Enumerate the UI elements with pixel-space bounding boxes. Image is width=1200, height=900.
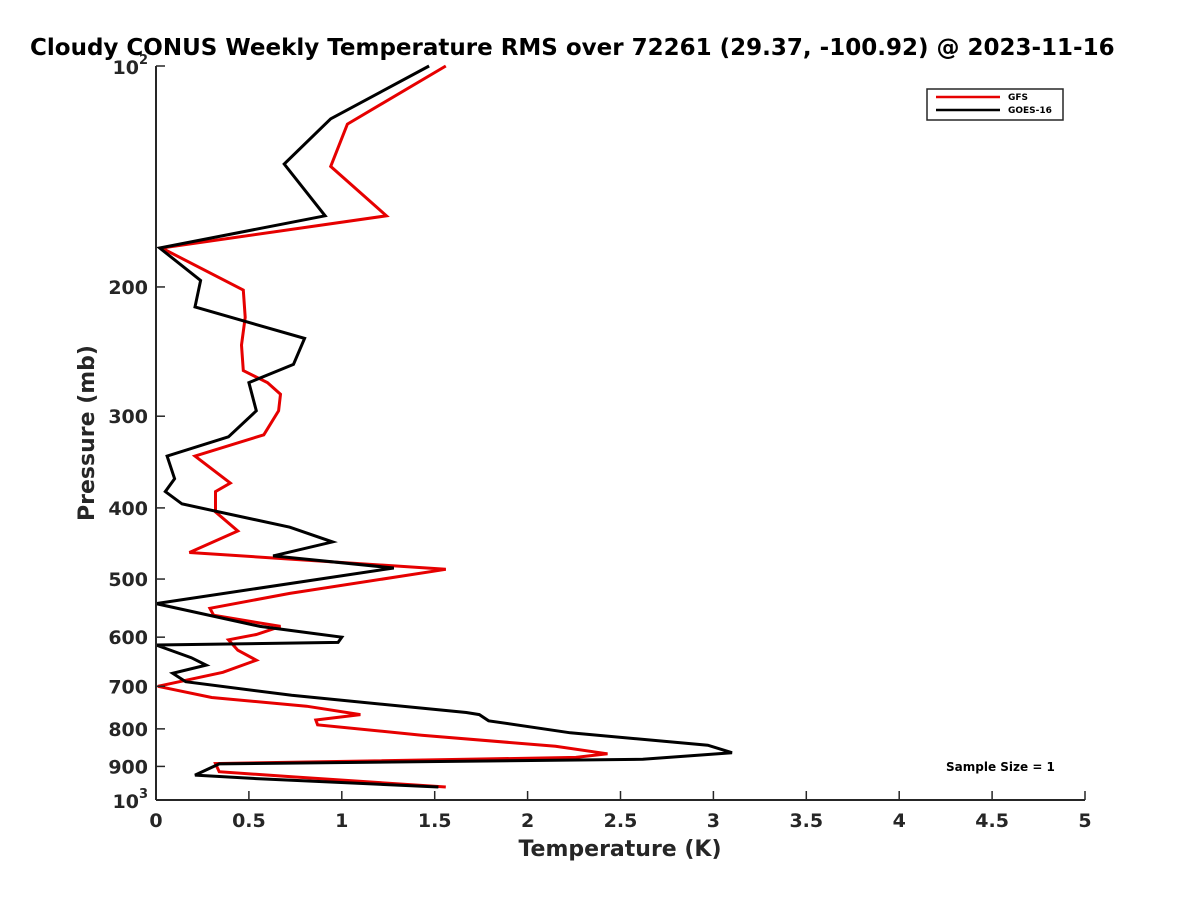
y-tick-label: 800	[108, 719, 148, 741]
legend: GFS GOES-16	[926, 88, 1064, 121]
y-tick-label: 102	[113, 53, 149, 79]
y-tick-label: 300	[108, 406, 148, 428]
legend-label-0: GFS	[1008, 93, 1028, 103]
x-tick-label: 2	[521, 810, 534, 832]
y-axis-label: Pressure (mb)	[75, 345, 100, 521]
x-tick-label: 4	[893, 810, 906, 832]
series-line-1	[155, 64, 733, 789]
x-tick-label: 3.5	[789, 810, 823, 832]
y-tick-label: 103	[113, 787, 149, 813]
y-axis-ticks: 102 200 300 400 500 600 700 800 900 103	[108, 53, 165, 813]
x-tick-label: 0.5	[232, 810, 266, 832]
y-tick-label: 400	[108, 498, 148, 520]
x-axis-ticks: 0 0.5 1 1.5 2 2.5 3 3.5 4 4.5 5	[149, 791, 1092, 832]
legend-box	[926, 88, 1064, 121]
x-tick-label: 5	[1078, 810, 1091, 832]
y-tick-label: 600	[108, 627, 148, 649]
x-tick-label: 0	[149, 810, 162, 832]
y-tick-label: 200	[108, 277, 148, 299]
series-line-0	[156, 64, 608, 789]
series-layer	[155, 64, 733, 789]
y-tick-label: 500	[108, 569, 148, 591]
x-tick-label: 1.5	[418, 810, 452, 832]
sample-size-annotation: Sample Size = 1	[946, 760, 1055, 774]
x-tick-label: 4.5	[975, 810, 1009, 832]
legend-label-1: GOES-16	[1008, 106, 1052, 116]
x-tick-label: 3	[707, 810, 720, 832]
chart-title: Cloudy CONUS Weekly Temperature RMS over…	[30, 35, 1115, 61]
x-tick-label: 2.5	[604, 810, 638, 832]
x-axis-label: Temperature (K)	[518, 837, 721, 862]
y-tick-label: 900	[108, 756, 148, 778]
y-tick-label: 700	[108, 676, 148, 698]
x-tick-label: 1	[335, 810, 348, 832]
